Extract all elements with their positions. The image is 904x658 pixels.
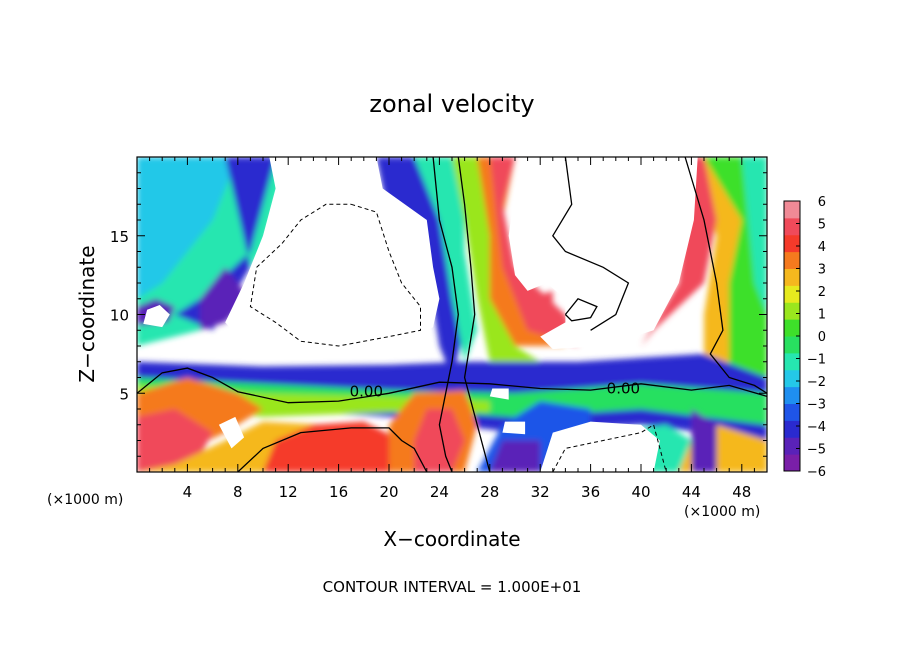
zero-contour-right [684, 157, 767, 394]
x-tick-label: 32 [531, 483, 550, 501]
colorbar-tick-label: 5 [818, 218, 826, 233]
colorbar-tick-label: 2 [818, 285, 826, 300]
x-tick-label: 28 [480, 483, 499, 501]
colorbar-swatch [784, 201, 800, 219]
colorbar-tick-label: 4 [818, 240, 826, 255]
contour-label: 0.00 [607, 380, 640, 398]
colorbar-swatch [784, 336, 800, 354]
y-tick-label: 15 [110, 228, 129, 246]
x-tick-label: 24 [430, 483, 449, 501]
colorbar-swatch [784, 251, 800, 269]
velocity-field [137, 157, 767, 472]
weak-region-lower-left-hole [218, 416, 245, 449]
field-region-upper-left-cyan [137, 157, 238, 299]
chart-title: zonal velocity [369, 90, 534, 118]
colorbar-swatch [784, 234, 800, 253]
colorbar-swatch [784, 420, 800, 438]
field-region-plume-cyan [414, 157, 478, 362]
contour-label-group: 0.00 0.00 [350, 380, 640, 401]
weak-region-small-hole-2 [502, 421, 526, 435]
colorbar-swatch [784, 437, 800, 455]
x-unit-right: (×1000 m) [684, 504, 760, 520]
y-axis-label: Z−coordinate [75, 245, 99, 382]
weak-region-bottom-right [540, 421, 660, 472]
x-tick-label: 40 [631, 483, 650, 501]
zero-contour-main [137, 367, 767, 404]
colorbar-tick-label: 3 [818, 263, 826, 278]
weak-region-left-hole [143, 305, 170, 328]
colorbar-tick-label: 1 [818, 308, 826, 323]
colorbar-tick-label: 6 [818, 195, 826, 210]
field-region-lowermid-pink [414, 409, 465, 472]
colorbar-swatch [784, 352, 800, 371]
colorbar-swatch [784, 302, 800, 320]
weak-region-small-hole [489, 388, 509, 400]
x-unit-left: (×1000 m) [47, 492, 123, 508]
zero-contour-plume-left [432, 157, 459, 472]
x-tick-label: 8 [233, 483, 243, 501]
x-tick-label: 4 [183, 483, 193, 501]
zero-contour-lower [237, 427, 428, 472]
negative-contour-lower [552, 424, 667, 472]
weak-region-upper-right [508, 157, 698, 350]
colorbar-tick-label: 0 [818, 330, 826, 345]
field-region-plume-green [452, 157, 541, 362]
field-region-lowerright-blue [691, 409, 717, 472]
contour-label: 0.00 [350, 383, 383, 401]
negative-contour-upper [249, 203, 421, 347]
y-tick-label: 10 [110, 307, 129, 325]
contour-interval-footer: CONTOUR INTERVAL = 1.000E+01 [323, 578, 582, 596]
x-tick-label: 44 [682, 483, 701, 501]
weak-region-upper-center [225, 157, 440, 354]
contour-lines [137, 157, 767, 472]
colorbar-tick-label: −1 [807, 353, 826, 368]
zero-contour-upper-right [552, 157, 630, 331]
y-axis-ticks: 5 10 15 [110, 172, 767, 457]
x-axis-label: X−coordinate [383, 527, 520, 551]
colorbar-tick-label: −4 [807, 420, 826, 435]
field-shading [137, 157, 767, 472]
colorbar-swatch [784, 369, 800, 388]
field-region-left-purple-2 [200, 267, 251, 331]
field-region-right-cyan [741, 157, 767, 315]
colorbar-swatch [784, 285, 800, 303]
colorbar-swatch [784, 403, 800, 421]
colorbar-swatch [784, 386, 800, 404]
x-tick-label: 12 [279, 483, 298, 501]
field-region-upper-left-blue [174, 157, 276, 331]
x-tick-label: 36 [581, 483, 600, 501]
field-region-lowermid-navy [489, 440, 541, 472]
colorbar-tick-label: −5 [807, 443, 826, 458]
colorbar-swatch [784, 217, 800, 236]
colorbar-swatch [784, 319, 800, 337]
colorbar-swatch [784, 454, 800, 472]
field-region-spot-red [521, 290, 553, 331]
x-axis-ticks: 4 8 12 16 20 24 28 32 36 40 44 48 [149, 157, 755, 501]
x-tick-label: 16 [329, 483, 348, 501]
colorbar-tick-label: −6 [807, 465, 826, 480]
colorbar-swatch [784, 268, 800, 286]
y-tick-label: 5 [119, 385, 129, 403]
colorbar: 6 5 4 3 2 1 0 −1 −2 −3 −4 −5 −6 [783, 195, 826, 480]
zero-contour-loop [564, 298, 598, 322]
x-tick-label: 20 [379, 483, 398, 501]
zero-contour-plume-right [457, 157, 491, 472]
colorbar-tick-label: −2 [807, 375, 826, 390]
colorbar-tick-label: −3 [807, 398, 826, 413]
field-region-right-pink [641, 157, 717, 346]
x-tick-label: 48 [732, 483, 751, 501]
